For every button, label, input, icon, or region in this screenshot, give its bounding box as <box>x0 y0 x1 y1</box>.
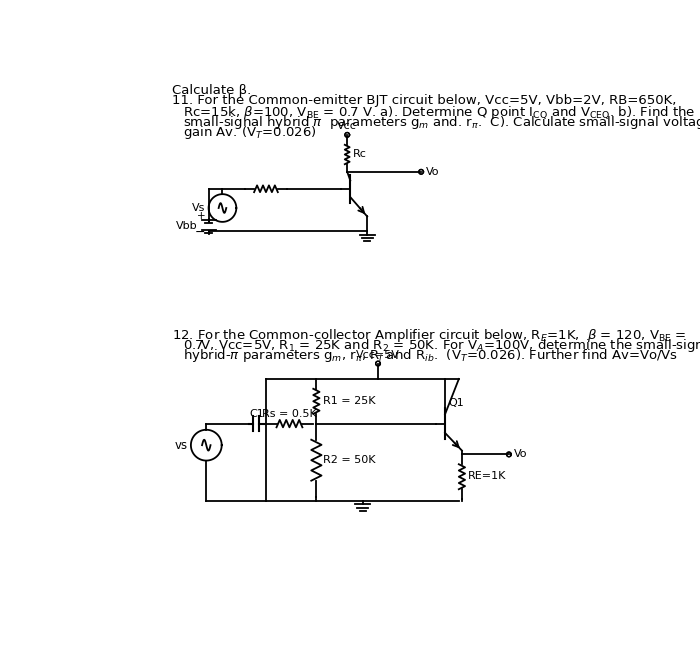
Text: Vcc: Vcc <box>337 121 357 131</box>
Text: 12. For the Common-collector Amplifier circuit below, R$_E$=1K,  $\beta$ = 120, : 12. For the Common-collector Amplifier c… <box>172 327 687 345</box>
Text: hybrid-$\pi$ parameters g$_m$, r$_\pi$, R$_i$ and R$_{ib}$.  (V$_T$=0.026). Furt: hybrid-$\pi$ parameters g$_m$, r$_\pi$, … <box>183 347 678 364</box>
Text: gain Av. (V$_T$=0.026): gain Av. (V$_T$=0.026) <box>183 124 316 141</box>
Text: Rs = 0.5K: Rs = 0.5K <box>262 409 317 419</box>
Text: Rc: Rc <box>353 149 367 160</box>
Text: Vcc=5V: Vcc=5V <box>356 350 400 360</box>
Text: Rc=15k, $\beta$=100, V$_{\mathrm{BE}}$ = 0.7 V. a). Determine Q point I$_{\mathr: Rc=15k, $\beta$=100, V$_{\mathrm{BE}}$ =… <box>183 104 695 121</box>
Polygon shape <box>376 361 380 366</box>
Text: 0.7V, Vcc=5V, R$_1$ = 25K and R$_2$ = 50K. For V$_A$=100V, determine the small-s: 0.7V, Vcc=5V, R$_1$ = 25K and R$_2$ = 50… <box>183 337 700 354</box>
Text: Q1: Q1 <box>449 398 465 408</box>
Text: R2 = 50K: R2 = 50K <box>323 455 375 465</box>
Text: −: − <box>195 226 206 239</box>
Text: 11. For the Common-emitter BJT circuit below, Vcc=5V, Vbb=2V, RB=650K,: 11. For the Common-emitter BJT circuit b… <box>172 94 677 107</box>
Text: vs: vs <box>175 439 188 452</box>
Polygon shape <box>419 169 423 174</box>
Text: Vo: Vo <box>426 167 439 177</box>
Text: Vo: Vo <box>514 449 527 459</box>
Polygon shape <box>507 452 511 457</box>
Text: Calculate β.: Calculate β. <box>172 84 252 97</box>
Text: C1: C1 <box>249 409 264 419</box>
Text: Vs: Vs <box>192 203 206 213</box>
Text: small-signal hybrid $\pi$  parameters g$_m$ and. r$_\pi$.  C). Calculate small-s: small-signal hybrid $\pi$ parameters g$_… <box>183 114 700 131</box>
Polygon shape <box>345 132 349 137</box>
Text: RE=1K: RE=1K <box>468 471 507 481</box>
Text: Vbb: Vbb <box>176 221 198 232</box>
Text: +: + <box>197 211 206 221</box>
Text: R1 = 25K: R1 = 25K <box>323 397 375 406</box>
